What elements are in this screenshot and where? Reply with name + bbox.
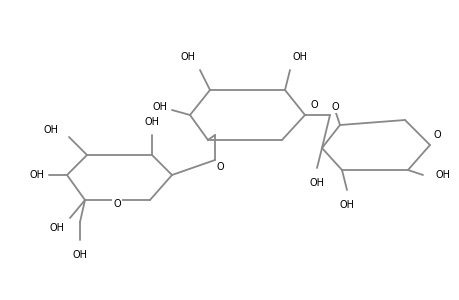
Text: OH: OH bbox=[30, 170, 45, 180]
Text: OH: OH bbox=[153, 102, 168, 112]
Text: OH: OH bbox=[50, 223, 65, 233]
Text: O: O bbox=[433, 130, 441, 140]
Text: O: O bbox=[113, 199, 121, 209]
Text: OH: OH bbox=[292, 52, 308, 62]
Text: OH: OH bbox=[339, 200, 354, 210]
Text: O: O bbox=[310, 100, 318, 110]
Text: OH: OH bbox=[44, 125, 59, 135]
Text: OH: OH bbox=[180, 52, 196, 62]
Text: OH: OH bbox=[73, 250, 87, 260]
Text: O: O bbox=[217, 162, 224, 172]
Text: OH: OH bbox=[309, 178, 324, 188]
Text: OH: OH bbox=[144, 117, 159, 127]
Text: O: O bbox=[331, 102, 339, 112]
Text: OH: OH bbox=[435, 170, 450, 180]
